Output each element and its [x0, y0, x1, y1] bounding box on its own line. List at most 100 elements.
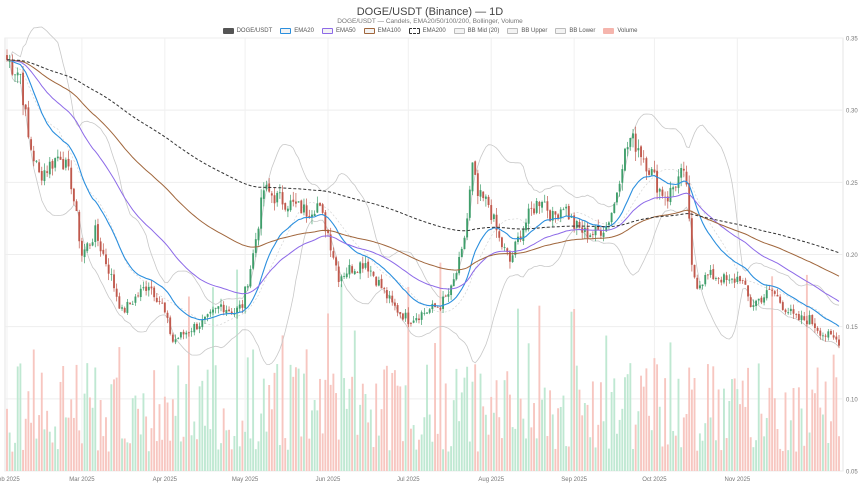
volume-bar	[768, 387, 771, 471]
volume-bar	[190, 435, 193, 471]
candle-body	[196, 323, 198, 330]
candle-body	[575, 221, 578, 228]
legend-item[interactable]: EMA200	[408, 28, 446, 34]
candle-body	[19, 73, 22, 75]
volume-bar	[99, 399, 102, 471]
candle-body	[503, 247, 506, 249]
volume-bar	[351, 376, 354, 471]
candle-body	[567, 205, 570, 220]
candle-body	[517, 236, 519, 242]
volume-bar	[121, 438, 123, 471]
candle-body	[714, 278, 717, 279]
volume-bar	[54, 426, 57, 471]
volume-bar	[329, 384, 332, 471]
volume-bar	[749, 437, 752, 471]
candle-body	[800, 315, 803, 321]
volume-bar	[401, 441, 404, 471]
candle-body	[653, 169, 656, 173]
candle-body	[137, 295, 140, 297]
candle-body	[110, 273, 113, 275]
candle-body	[632, 133, 634, 139]
volume-bar	[455, 368, 458, 471]
candle-body	[784, 309, 787, 313]
candle-body	[67, 158, 70, 167]
volume-bar	[479, 373, 482, 471]
legend-item[interactable]: BB Mid (20)	[453, 28, 499, 34]
volume-bar	[795, 451, 798, 471]
candle-body	[102, 249, 105, 254]
candle-body	[471, 162, 474, 192]
legend-item[interactable]: BB Lower	[555, 28, 595, 34]
legend-item[interactable]: EMA100	[363, 28, 401, 34]
candle-body	[27, 107, 30, 138]
volume-bar	[460, 392, 463, 471]
volume-bar	[311, 410, 313, 471]
volume-bar	[500, 438, 503, 471]
volume-bar	[343, 378, 346, 471]
candle-body	[182, 331, 185, 335]
legend-item[interactable]: EMA20	[280, 28, 314, 34]
candle-body	[747, 285, 749, 297]
candle-body	[554, 211, 557, 215]
candle-body	[626, 147, 629, 150]
volume-bar	[158, 404, 161, 471]
volume-bar	[118, 347, 121, 471]
candle-body	[530, 207, 533, 209]
volume-bar	[303, 373, 305, 471]
candle-body	[578, 221, 581, 228]
candle-body	[688, 183, 691, 219]
candle-body	[444, 295, 447, 297]
legend-swatch	[280, 28, 292, 34]
candle-body	[838, 339, 840, 346]
candle-body	[380, 278, 383, 289]
candle-body	[8, 61, 11, 62]
volume-bar	[597, 424, 600, 471]
candle-body	[238, 304, 241, 309]
legend-item[interactable]: Volume	[603, 28, 637, 34]
volume-bar	[278, 445, 281, 471]
volume-bar	[97, 450, 99, 471]
legend-item[interactable]: BB Upper	[507, 28, 547, 34]
candle-body	[225, 309, 228, 314]
volume-bar	[519, 398, 522, 471]
volume-bar	[254, 449, 257, 471]
candle-body	[214, 307, 217, 309]
volume-bar	[696, 450, 699, 471]
volume-bar	[720, 450, 723, 471]
volume-bar	[131, 398, 134, 471]
volume-bar	[773, 398, 776, 471]
volume-bar	[626, 374, 629, 471]
candle-body	[121, 307, 123, 309]
volume-bar	[308, 438, 311, 471]
volume-bar	[423, 417, 426, 471]
volume-bar	[690, 389, 693, 471]
volume-bar	[59, 381, 62, 471]
legend-item[interactable]: EMA50	[321, 28, 356, 34]
volume-bar	[94, 367, 97, 471]
candle-body	[70, 167, 73, 190]
volume-bar	[147, 451, 150, 471]
volume-bar	[645, 368, 648, 471]
candle-body	[335, 257, 337, 266]
candle-body	[147, 286, 150, 291]
volume-bar	[238, 446, 241, 471]
legend-swatch	[321, 28, 333, 34]
candle-body	[134, 296, 137, 303]
volume-bar	[284, 438, 287, 471]
candle-body	[198, 326, 201, 329]
candle-body	[59, 156, 62, 160]
volume-bar	[268, 384, 271, 471]
legend-item[interactable]: DOGE/USDT	[222, 28, 272, 34]
candle-body	[396, 305, 399, 313]
volume-bar	[246, 357, 249, 471]
candle-body	[709, 269, 712, 275]
volume-bar	[779, 448, 782, 471]
legend-label: BB Upper	[521, 28, 548, 34]
volume-bar	[549, 390, 552, 471]
volume-bar	[86, 363, 89, 471]
candle-body	[736, 276, 739, 282]
candle-body	[107, 264, 110, 274]
candle-body	[680, 167, 683, 178]
volume-bar	[388, 450, 391, 471]
candle-body	[6, 55, 8, 60]
